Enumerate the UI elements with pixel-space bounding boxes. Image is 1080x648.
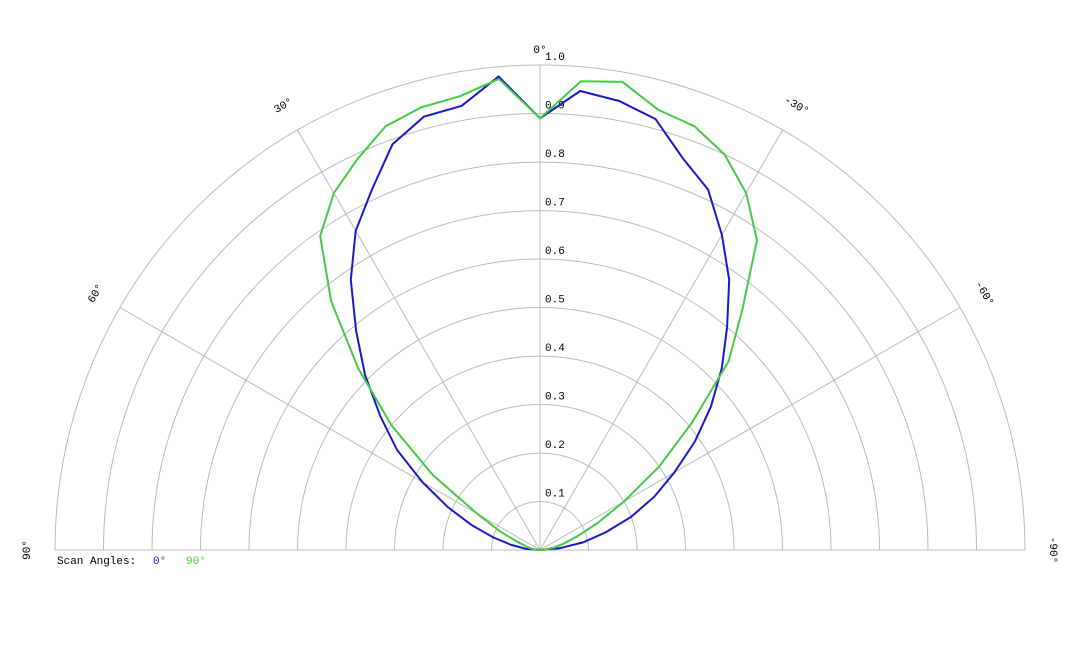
angle-label: 0° xyxy=(533,45,546,57)
legend-title: Scan Angles: xyxy=(57,556,136,568)
r-tick-label: 0.7 xyxy=(545,197,565,209)
grid-spoke xyxy=(119,307,541,551)
angle-label: 30° xyxy=(272,96,295,116)
angle-label: 60° xyxy=(86,282,106,305)
r-tick-label: 0.8 xyxy=(545,149,565,161)
legend-entry: 0° xyxy=(153,556,166,568)
series-line xyxy=(319,77,759,551)
r-tick-label: 0.2 xyxy=(545,440,565,452)
legend-entry: 90° xyxy=(186,556,206,568)
r-tick-label: 0.1 xyxy=(545,488,565,500)
angle-label: -90° xyxy=(1046,537,1058,563)
angle-label: -30° xyxy=(782,95,811,119)
r-tick-label: 1.0 xyxy=(545,52,565,64)
r-tick-label: 0.6 xyxy=(545,246,565,258)
grid-spoke xyxy=(297,129,541,551)
r-tick-label: 0.3 xyxy=(545,391,565,403)
r-tick-label: 0.4 xyxy=(545,343,565,355)
angle-label: 90° xyxy=(22,540,34,560)
angle-label: -60° xyxy=(972,280,996,309)
r-tick-label: 0.5 xyxy=(545,294,565,306)
grid-spoke xyxy=(539,129,783,551)
grid-spoke xyxy=(539,307,961,551)
